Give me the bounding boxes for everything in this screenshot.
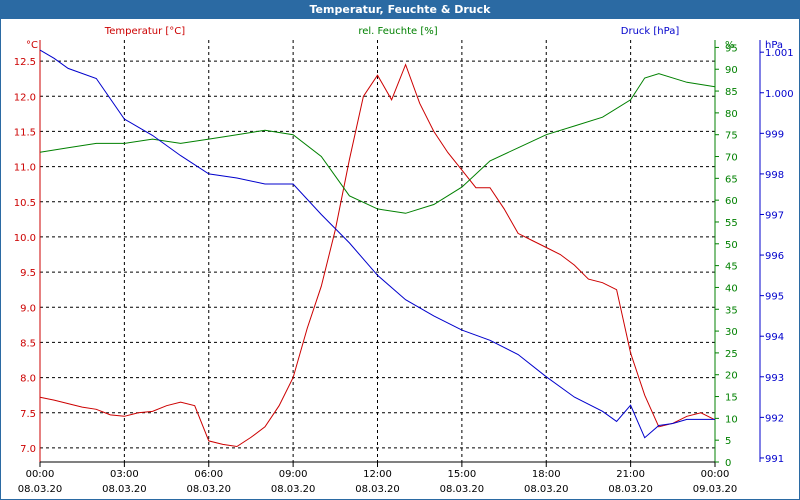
pressure-series-line: [39, 49, 715, 439]
x-tick-date: 08.03.20: [440, 484, 485, 495]
pressure-tick-label: 991: [765, 454, 784, 465]
temperature-tick-label: 11.5: [14, 127, 36, 138]
window-title: Temperatur, Feuchte & Druck: [1, 1, 799, 19]
temperature-tick-label: 11.0: [14, 163, 36, 174]
humidity-tick-label: 85: [725, 87, 738, 98]
pressure-tick-label: 998: [765, 170, 784, 181]
x-tick-time: 18:00: [532, 469, 561, 480]
temperature-tick-label: 10.5: [14, 198, 36, 209]
humidity-tick-label: 50: [725, 240, 738, 251]
x-tick-time: 12:00: [363, 469, 392, 480]
x-tick-time: 03:00: [110, 469, 139, 480]
pressure-tick-label: 993: [765, 373, 784, 384]
temperature-series-line: [39, 63, 716, 448]
humidity-tick-label: 0: [725, 458, 731, 469]
humidity-tick-label: 25: [725, 349, 738, 360]
temperature-tick-label: 10.0: [14, 233, 36, 244]
humidity-tick-label: 20: [725, 371, 738, 382]
humidity-tick-label: 60: [725, 196, 738, 207]
x-tick-time: 09:00: [279, 469, 308, 480]
humidity-series-line: [39, 73, 716, 214]
humidity-unit: %: [725, 40, 735, 51]
humidity-tick-label: 90: [725, 65, 738, 76]
x-tick-time: 00:00: [26, 469, 55, 480]
x-tick-date: 09.03.20: [693, 484, 738, 495]
pressure-tick-label: 994: [765, 332, 784, 343]
x-tick-date: 08.03.20: [608, 484, 653, 495]
x-tick-time: 21:00: [616, 469, 645, 480]
pressure-tick-label: 1.000: [765, 89, 794, 100]
temperature-tick-label: 8.5: [20, 338, 36, 349]
x-tick-time: 15:00: [447, 469, 476, 480]
temperature-tick-label: 12.5: [14, 57, 36, 68]
temperature-tick-label: 7.0: [20, 444, 36, 455]
pressure-tick-label: 992: [765, 413, 784, 424]
x-tick-time: 06:00: [194, 469, 223, 480]
x-tick-date: 08.03.20: [271, 484, 316, 495]
pressure-tick-label: 996: [765, 251, 784, 262]
humidity-tick-label: 30: [725, 327, 738, 338]
pressure-tick-label: 997: [765, 210, 784, 221]
pressure-tick-label: 999: [765, 129, 784, 140]
pressure-tick-label: 1.001: [765, 48, 794, 59]
x-tick-date: 08.03.20: [18, 484, 63, 495]
humidity-tick-label: 40: [725, 283, 738, 294]
temperature-tick-label: 9.0: [20, 303, 36, 314]
pressure-tick-label: 995: [765, 292, 784, 303]
humidity-tick-label: 95: [725, 43, 738, 54]
humidity-tick-label: 70: [725, 153, 738, 164]
temperature-tick-label: 9.5: [20, 268, 36, 279]
temperature-tick-label: 8.0: [20, 374, 36, 385]
pressure-unit: hPa: [765, 40, 783, 51]
x-tick-date: 08.03.20: [186, 484, 231, 495]
humidity-axis-title: rel. Feuchte [%]: [358, 26, 437, 37]
humidity-tick-label: 75: [725, 131, 738, 142]
humidity-tick-label: 65: [725, 174, 738, 185]
x-tick-date: 08.03.20: [524, 484, 569, 495]
humidity-tick-label: 35: [725, 305, 738, 316]
temperature-tick-label: 12.0: [14, 92, 36, 103]
x-tick-date: 08.03.20: [102, 484, 147, 495]
temperature-tick-label: 7.5: [20, 409, 36, 420]
x-tick-time: 00:00: [701, 469, 730, 480]
humidity-tick-label: 80: [725, 109, 738, 120]
humidity-tick-label: 10: [725, 414, 738, 425]
humidity-tick-label: 5: [725, 436, 731, 447]
humidity-tick-label: 15: [725, 393, 738, 404]
x-tick-date: 08.03.20: [355, 484, 400, 495]
humidity-tick-label: 45: [725, 262, 738, 273]
temperature-axis-title: Temperatur [°C]: [104, 26, 185, 37]
temperature-unit: °C: [26, 40, 38, 51]
pressure-axis-title: Druck [hPa]: [621, 26, 680, 37]
humidity-tick-label: 55: [725, 218, 738, 229]
